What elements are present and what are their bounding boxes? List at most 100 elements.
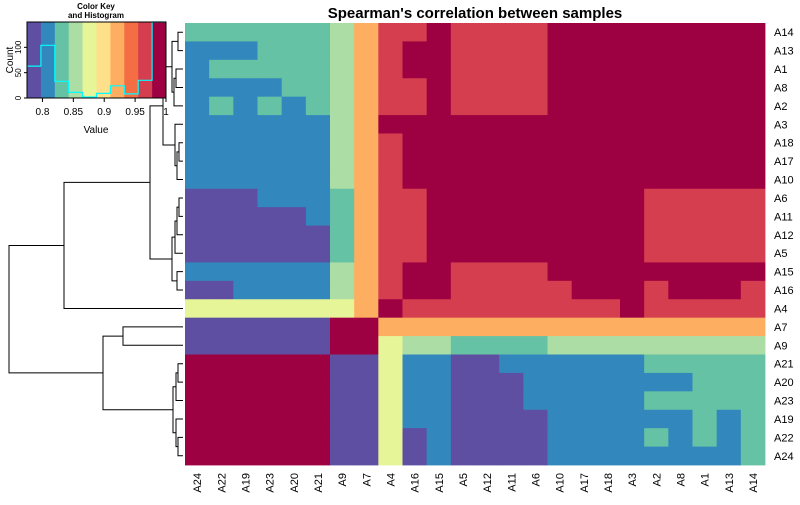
- heatmap-cell-A4-A16: [402, 299, 428, 319]
- heatmap-cell-A2-A7: [354, 96, 379, 116]
- heatmap-cell-A22-A3: [620, 428, 645, 447]
- column-label-A22: A22: [216, 473, 228, 493]
- heatmap-cell-A6-A17: [571, 188, 597, 208]
- heatmap-cell-A20-A3: [620, 372, 645, 392]
- heatmap-cell-A17-A4: [378, 151, 403, 171]
- heatmap-cell-A7-A20: [281, 317, 307, 337]
- heatmap-cell-A16-A8: [668, 280, 693, 300]
- heatmap-cell-A22-A14: [740, 428, 766, 447]
- heatmap-cell-A20-A12: [475, 372, 500, 392]
- heatmap-cell-A12-A8: [668, 225, 693, 245]
- heatmap-cell-A8-A2: [644, 78, 669, 98]
- heatmap-cell-A5-A3: [620, 244, 645, 263]
- heatmap-cell-A23-A13: [716, 391, 742, 411]
- heatmap-cell-A14-A3: [620, 23, 645, 42]
- heatmap-cell-A24-A20: [281, 446, 307, 466]
- heatmap-cell-A5-A12: [475, 244, 500, 263]
- heatmap-cell-A15-A12: [475, 262, 500, 282]
- heatmap-cell-A14-A1: [692, 23, 718, 42]
- column-label-A4: A4: [385, 473, 397, 486]
- heatmap-cell-A6-A2: [644, 188, 669, 208]
- heatmap-cell-A6-A8: [668, 188, 693, 208]
- heatmap-cell-A20-A11: [499, 372, 524, 392]
- heatmap-cell-A4-A24: [185, 299, 210, 319]
- heatmap-cell-A5-A14: [740, 244, 766, 263]
- heatmap-cell-A6-A12: [475, 188, 500, 208]
- heatmap-cell-A1-A6: [523, 59, 548, 79]
- heatmap-cell-A22-A13: [716, 428, 742, 447]
- row-label-A16: A16: [774, 285, 794, 297]
- heatmap-cell-A2-A21: [305, 96, 331, 116]
- heatmap-cell-A17-A14: [740, 151, 766, 171]
- heatmap-cell-A18-A23: [257, 133, 283, 153]
- heatmap-cell-A2-A14: [740, 96, 766, 116]
- heatmap-cell-A15-A11: [499, 262, 524, 282]
- heatmap-cell-A20-A16: [402, 372, 428, 392]
- heatmap-cell-A7-A24: [185, 317, 210, 337]
- heatmap-cell-A8-A21: [305, 78, 331, 98]
- heatmap-cell-A8-A9: [330, 78, 355, 98]
- heatmap-cell-A15-A13: [716, 262, 742, 282]
- heatmap-cell-A1-A16: [402, 59, 428, 79]
- heatmap-cell-A17-A7: [354, 151, 379, 171]
- heatmap-cell-A13-A23: [257, 41, 283, 61]
- heatmap-cell-A11-A5: [450, 207, 476, 226]
- heatmap-cell-A23-A12: [475, 391, 500, 411]
- heatmap-cell-A12-A2: [644, 225, 669, 245]
- heatmap-cell-A19-A13: [716, 409, 742, 429]
- heatmap-cell-A12-A1: [692, 225, 718, 245]
- heatmap-cell-A7-A23: [257, 317, 283, 337]
- heatmap-cell-A20-A18: [595, 372, 621, 392]
- heatmap-cell-A1-A19: [233, 59, 258, 79]
- heatmap-cell-A3-A23: [257, 115, 283, 134]
- heatmap-cell-A18-A11: [499, 133, 524, 153]
- heatmap-cell-A24-A16: [402, 446, 428, 466]
- heatmap-cell-A15-A6: [523, 262, 548, 282]
- heatmap-cell-A1-A10: [547, 59, 573, 79]
- column-label-A9: A9: [337, 473, 349, 486]
- heatmap-cell-A9-A5: [450, 336, 476, 355]
- heatmap-cell-A20-A20: [281, 372, 307, 392]
- heatmap-cell-A11-A3: [620, 207, 645, 226]
- color-key-swatch: [68, 22, 83, 98]
- row-label-A13: A13: [774, 46, 794, 58]
- heatmap-cell-A16-A24: [185, 280, 210, 300]
- heatmap-cell-A4-A10: [547, 299, 573, 319]
- chart-title: Spearman's correlation between samples: [328, 5, 623, 22]
- heatmap-cell-A12-A17: [571, 225, 597, 245]
- heatmap-cell-A22-A4: [378, 428, 403, 447]
- heatmap-cell-A18-A15: [426, 133, 452, 153]
- heatmap-cell-A12-A4: [378, 225, 403, 245]
- heatmap-cell-A5-A2: [644, 244, 669, 263]
- heatmap-cell-A14-A14: [740, 23, 766, 42]
- heatmap-cell-A14-A6: [523, 23, 548, 42]
- heatmap-cell-A16-A11: [499, 280, 524, 300]
- heatmap-cell-A13-A19: [233, 41, 258, 61]
- dendrogram-branch: [174, 220, 183, 254]
- heatmap-cell-A7-A18: [595, 317, 621, 337]
- row-label-A18: A18: [774, 138, 794, 150]
- heatmap-cell-A1-A9: [330, 59, 355, 79]
- heatmap-cell-A11-A13: [716, 207, 742, 226]
- heatmap-cell-A20-A8: [668, 372, 693, 392]
- heatmap-cell-A12-A21: [305, 225, 331, 245]
- heatmap-cell-A15-A3: [620, 262, 645, 282]
- heatmap-cell-A24-A9: [330, 446, 355, 466]
- heatmap-cell-A9-A11: [499, 336, 524, 355]
- heatmap-cell-A15-A1: [692, 262, 718, 282]
- heatmap-cell-A2-A19: [233, 96, 258, 116]
- heatmap-cell-A20-A13: [716, 372, 742, 392]
- column-label-A7: A7: [361, 473, 373, 486]
- heatmap-cell-A13-A5: [450, 41, 476, 61]
- heatmap-cell-A12-A24: [185, 225, 210, 245]
- heatmap-cell-A23-A16: [402, 391, 428, 411]
- heatmap-cell-A14-A18: [595, 23, 621, 42]
- row-label-A6: A6: [774, 193, 787, 205]
- heatmap-cell-A16-A21: [305, 280, 331, 300]
- heatmap-cell-A24-A12: [475, 446, 500, 466]
- heatmap-cell-A13-A6: [523, 41, 548, 61]
- heatmap-cell-A2-A4: [378, 96, 403, 116]
- heatmap-cell-A2-A11: [499, 96, 524, 116]
- heatmap-cell-A3-A19: [233, 115, 258, 134]
- heatmap-cell-A13-A8: [668, 41, 693, 61]
